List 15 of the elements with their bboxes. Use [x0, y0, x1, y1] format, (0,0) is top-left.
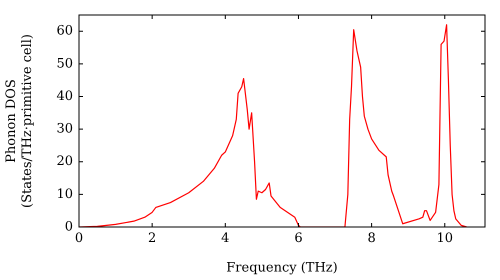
x-tick-label: 2: [148, 231, 156, 246]
x-tick-label: 10: [436, 231, 454, 246]
y-tick-label: 60: [56, 24, 73, 39]
y-tick-label: 0: [64, 219, 73, 234]
x-tick-label: 6: [294, 231, 303, 246]
x-tick-label: 0: [74, 231, 84, 246]
y-tick-label: 30: [56, 122, 73, 137]
x-tick-label: 4: [221, 231, 230, 246]
y-tick-label: 50: [56, 56, 73, 72]
x-axis-title: Frequency (THz): [226, 260, 338, 276]
y-tick-label: 40: [56, 88, 73, 104]
y-tick-label: 10: [56, 186, 73, 202]
y-axis-title: Phonon DOS (States/THz·primitive cell): [4, 34, 35, 208]
x-tick-label: 8: [367, 231, 376, 246]
y-tick-label: 20: [56, 154, 73, 170]
